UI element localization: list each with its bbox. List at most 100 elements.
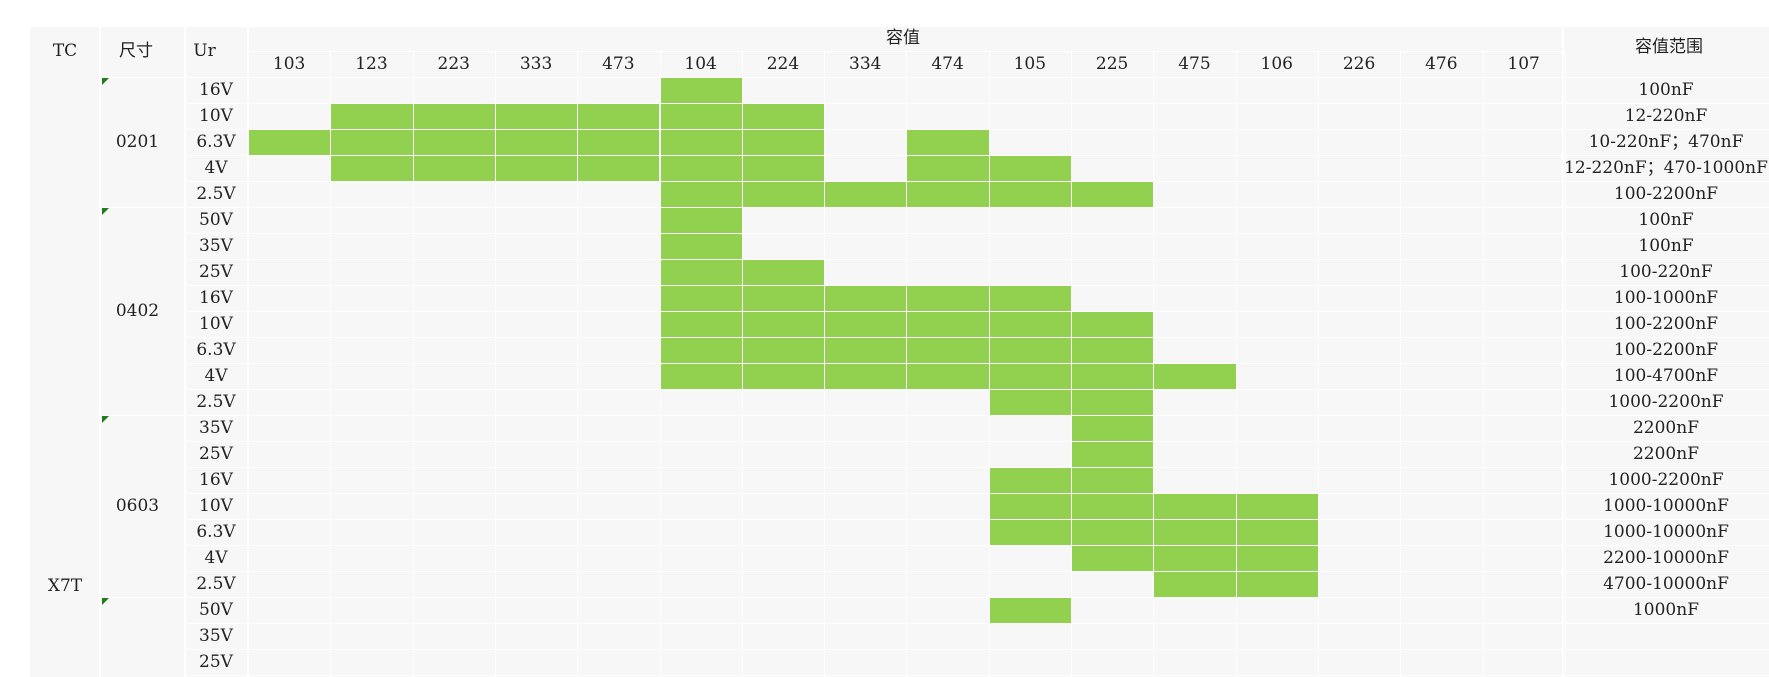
filled-cell [1071, 181, 1154, 207]
range-label: 1000-2200nF [1608, 392, 1724, 412]
header-capacitance: 容值 [886, 28, 920, 48]
filled-cell [741, 285, 825, 311]
filled-cell [906, 337, 989, 363]
filled-cell [1071, 519, 1154, 545]
voltage-label: 35V [199, 418, 233, 438]
filled-cell [1153, 519, 1236, 545]
cap-code-header: 123 [355, 54, 388, 74]
filled-cell [659, 207, 742, 233]
voltage-label: 2.5V [196, 184, 236, 204]
voltage-label: 2.5V [196, 574, 236, 594]
size-group-label: 0402 [115, 301, 160, 321]
grid-line-v [1564, 51, 1566, 677]
voltage-label: 16V [199, 288, 233, 308]
filled-cell [412, 103, 495, 129]
voltage-label: 25V [199, 444, 233, 464]
range-label: 100-2200nF [1613, 314, 1719, 334]
range-label: 2200nF [1632, 444, 1699, 464]
filled-cell [824, 285, 907, 311]
filled-cell [906, 155, 989, 181]
filled-cell [906, 129, 989, 155]
comment-marker [102, 598, 109, 605]
capacitor-range-table: TC 尺寸 Ur 容值 容值范围 X7T 103 123 223 333 473 104 2… [30, 27, 1769, 677]
range-label: 100-220nF [1619, 262, 1713, 282]
size-group-border [100, 207, 185, 208]
filled-cell [741, 363, 825, 389]
filled-cell [1235, 519, 1318, 545]
filled-cell [1153, 363, 1236, 389]
cap-code-header: 474 [931, 54, 964, 74]
filled-cell [906, 285, 989, 311]
filled-cell [824, 337, 907, 363]
grid-line-h [185, 207, 1769, 208]
filled-cell [1071, 545, 1154, 571]
grid-line-h [185, 389, 1769, 390]
grid-line-v [906, 51, 908, 677]
grid-line-h [185, 649, 1769, 650]
filled-cell [988, 493, 1071, 519]
filled-cell [494, 129, 578, 155]
grid-line-h [185, 233, 1769, 234]
header-range: 容值范围 [1635, 37, 1703, 57]
range-label: 1000-10000nF [1603, 496, 1729, 516]
filled-cell [741, 155, 825, 181]
grid-line-h [185, 77, 1769, 78]
voltage-label: 16V [199, 80, 233, 100]
filled-cell [577, 103, 660, 129]
filled-cell [1071, 467, 1154, 493]
grid-line-h [185, 259, 1769, 260]
range-label: 4700-10000nF [1603, 574, 1729, 594]
grid-line-v [741, 51, 743, 677]
filled-cell [1153, 493, 1236, 519]
filled-cell [659, 155, 742, 181]
filled-cell [741, 259, 825, 285]
voltage-label: 4V [204, 366, 228, 386]
column-separator [247, 27, 249, 677]
grid-line-v [1153, 51, 1155, 677]
voltage-label: 10V [199, 106, 233, 126]
filled-cell [906, 181, 989, 207]
filled-cell [248, 129, 331, 155]
cap-code-header: 103 [272, 54, 306, 74]
range-label: 100-4700nF [1613, 366, 1719, 386]
voltage-label: 4V [204, 158, 228, 178]
filled-cell [988, 519, 1071, 545]
cap-code-header: 333 [519, 54, 553, 74]
grid-line-v [1071, 51, 1072, 677]
filled-cell [659, 259, 742, 285]
range-label: 100nF [1638, 80, 1694, 100]
range-label: 100-2200nF [1613, 184, 1719, 204]
filled-cell [741, 337, 825, 363]
voltage-label: 16V [199, 470, 233, 490]
cap-code-header: 107 [1507, 54, 1540, 74]
grid-line-v [412, 51, 414, 677]
filled-cell [330, 155, 413, 181]
filled-cell [741, 181, 825, 207]
range-label: 10-220nF；470nF [1588, 132, 1744, 152]
grid-line-h [185, 467, 1769, 468]
filled-cell [659, 363, 742, 389]
column-separator [184, 27, 186, 677]
size-group-label: 0603 [115, 496, 160, 516]
grid-line-h [185, 155, 1769, 156]
filled-cell [906, 311, 989, 337]
filled-cell [330, 103, 413, 129]
filled-cell [494, 155, 578, 181]
range-label: 100nF [1638, 236, 1694, 256]
grid-line-v [494, 51, 496, 677]
filled-cell [1153, 571, 1236, 597]
grid-line-v [1400, 51, 1402, 677]
range-label: 100-2200nF [1613, 340, 1719, 360]
grid-line-v [988, 51, 990, 677]
filled-cell [1071, 415, 1154, 441]
cap-code-header: 223 [437, 54, 470, 74]
cap-code-header: 106 [1260, 54, 1293, 74]
filled-cell [988, 597, 1071, 623]
column-separator [99, 27, 101, 677]
filled-cell [906, 363, 989, 389]
filled-cell [412, 129, 495, 155]
cap-code-header: 473 [602, 54, 635, 74]
filled-cell [824, 311, 907, 337]
filled-cell [494, 103, 578, 129]
filled-cell [659, 337, 742, 363]
